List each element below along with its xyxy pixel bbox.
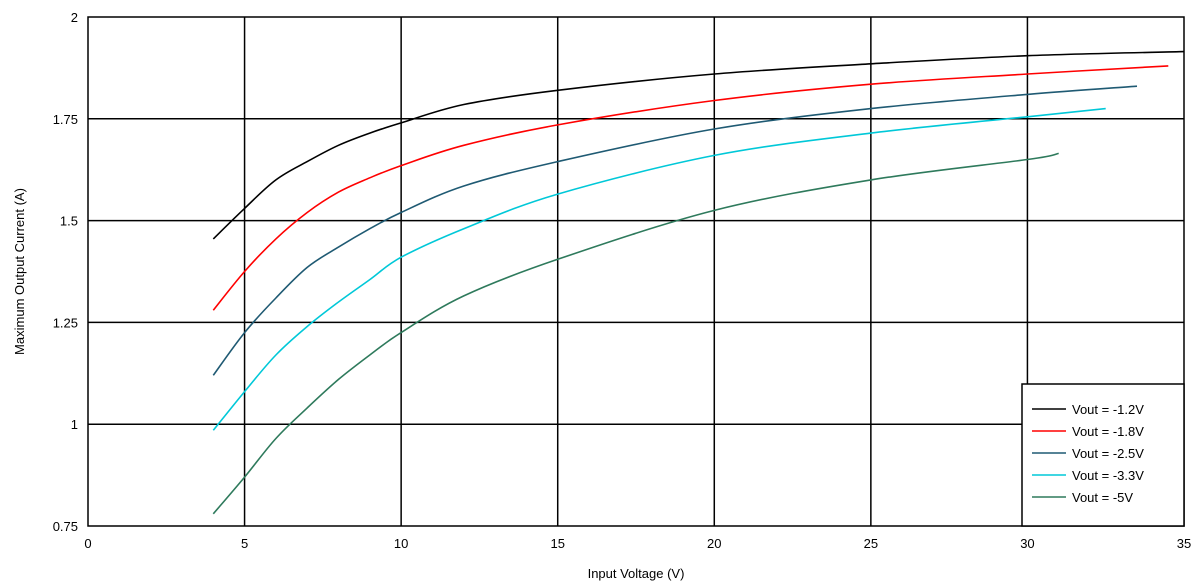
legend-label: Vout = -2.5V	[1072, 446, 1144, 461]
y-tick-label: 1	[71, 417, 78, 432]
x-tick-label: 30	[1020, 536, 1034, 551]
legend-label: Vout = -1.2V	[1072, 402, 1144, 417]
x-tick-label: 5	[241, 536, 248, 551]
series-line	[212, 152, 1059, 515]
series-line	[212, 85, 1138, 376]
series-line	[212, 107, 1106, 431]
legend-label: Vout = -1.8V	[1072, 424, 1144, 439]
x-tick-label: 10	[394, 536, 408, 551]
legend-label: Vout = -3.3V	[1072, 468, 1144, 483]
y-tick-labels: 0.75 1 1.25 1.5 1.75 2	[53, 10, 78, 534]
legend: Vout = -1.2V Vout = -1.8V Vout = -2.5V Vout…	[1021, 383, 1185, 527]
series-lines	[212, 50, 1185, 515]
y-axis-label: Maximum Output Current (A)	[12, 188, 27, 355]
x-tick-label: 25	[864, 536, 878, 551]
x-axis-label: Input Voltage (V)	[588, 566, 685, 581]
y-tick-label: 2	[71, 10, 78, 25]
plot-frame	[87, 16, 1185, 527]
y-tick-label: 1.5	[60, 214, 78, 229]
x-tick-label: 15	[550, 536, 564, 551]
x-tick-labels: 0 5 10 15 20 25 30 35	[84, 536, 1191, 551]
x-tick-label: 0	[84, 536, 91, 551]
y-tick-label: 1.25	[53, 315, 78, 330]
legend-box	[1021, 383, 1185, 527]
x-tick-label: 20	[707, 536, 721, 551]
grid-lines	[88, 17, 1184, 526]
y-tick-label: 1.75	[53, 112, 78, 127]
x-tick-label: 35	[1177, 536, 1191, 551]
series-line	[212, 50, 1185, 240]
y-tick-label: 0.75	[53, 519, 78, 534]
legend-label: Vout = -5V	[1072, 490, 1133, 505]
series-line	[212, 65, 1169, 311]
